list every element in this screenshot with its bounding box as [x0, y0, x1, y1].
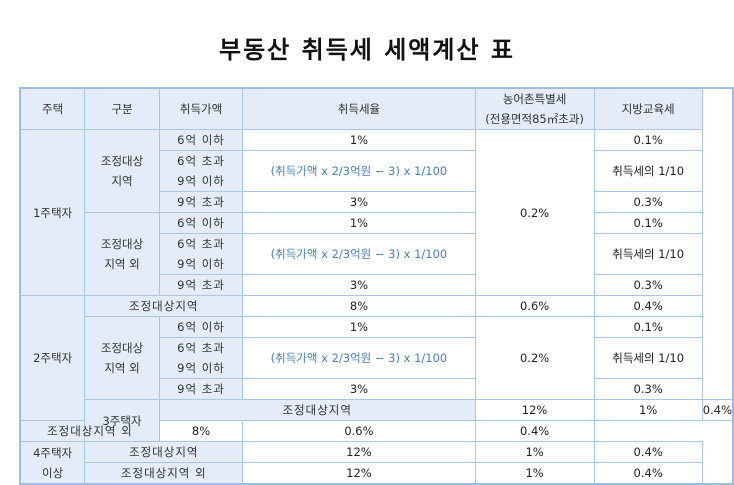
rate-formula-cell: (취득가액 x 2/3억원 − 3) x 1/100	[242, 150, 476, 192]
header-house: 주택	[19, 87, 86, 130]
group-line: 이상	[42, 465, 64, 480]
rate-cell: 12%	[474, 399, 595, 421]
table-row: 6억 초과 9억 이하 (취득가액 x 2/3억원 − 3) x 1/100 취…	[20, 337, 733, 379]
table-row: 9억 초과 3% 0.3%	[20, 274, 733, 296]
price-line: 6억 초과	[177, 341, 225, 355]
rate-cell: 1%	[242, 212, 476, 234]
price-cell: 9억 초과	[158, 378, 244, 400]
category-non-adjusted: 조정대상 지역 외	[84, 212, 160, 296]
rate-cell: 3%	[242, 378, 476, 400]
price-cell: 6억 초과 9억 이하	[158, 337, 244, 379]
category-adjusted-full: 조정대상지역	[158, 399, 476, 421]
table-row: 9억 초과 3% 0.3%	[20, 378, 733, 400]
price-cell: 6억 이하	[158, 212, 244, 234]
header-rural-tax-note: (전용면적85㎡초과)	[485, 112, 584, 126]
price-cell: 6억 초과 9억 이하	[158, 233, 244, 275]
category-line: 조정대상	[100, 341, 144, 355]
table-row: 조정대상 지역 외 6억 이하 1% 0.2% 0.1%	[20, 316, 733, 400]
category-adjusted-full: 조정대상지역	[84, 441, 244, 463]
group-two-house: 2주택자	[19, 295, 86, 421]
price-cell: 6억 이하	[158, 316, 244, 338]
rate-cell: 3%	[242, 191, 476, 213]
price-line: 6억 초과	[177, 154, 225, 168]
rural-tax-cell: 1%	[474, 462, 595, 485]
price-cell: 9억 초과	[158, 274, 244, 296]
table-row: 조정대상지역 외 12% 1% 0.4%	[20, 462, 733, 485]
group-line: 4주택자	[33, 445, 73, 460]
edu-tax-cell: 0.4%	[593, 295, 703, 317]
table-row: 2주택자 조정대상지역 8% 0.6% 0.4%	[19, 295, 733, 421]
rate-formula-cell: (취득가액 x 2/3억원 − 3) x 1/100	[242, 233, 476, 275]
header-rural-tax: 농어촌특별세 (전용면적85㎡초과)	[474, 87, 595, 130]
edu-tax-cell: 0.3%	[593, 191, 703, 213]
group-four-house-plus: 4주택자 이상	[19, 441, 86, 485]
price-cell: 9억 초과	[158, 191, 244, 213]
price-line: 9억 이하	[177, 174, 225, 188]
rural-tax-cell: 0.2%	[474, 316, 595, 400]
header-row: 주택 구분 취득가액 취득세율 농어촌특별세 (전용면적85㎡초과) 지방교육세	[19, 87, 733, 130]
rate-cell: 8%	[242, 295, 476, 317]
acquisition-tax-table: 주택 구분 취득가액 취득세율 농어촌특별세 (전용면적85㎡초과) 지방교육세…	[19, 87, 734, 485]
rate-cell: 1%	[242, 316, 476, 338]
rate-cell: 1%	[242, 129, 476, 151]
category-line: 지역	[111, 174, 133, 188]
category-non-adjusted: 조정대상 지역 외	[84, 316, 160, 400]
edu-tax-cell: 0.3%	[593, 274, 703, 296]
table-row: 조정대상 지역 외 6억 이하 1% 0.1%	[20, 212, 733, 296]
edu-tax-cell: 0.4%	[701, 399, 734, 421]
price-line: 9억 이하	[177, 257, 225, 271]
rate-cell: 8%	[158, 420, 244, 442]
rural-tax-cell: 0.2%	[474, 129, 595, 296]
category-non-adjusted-full: 조정대상지역 외	[84, 462, 244, 485]
edu-tax-cell: 0.4%	[474, 420, 595, 442]
table-row: 6억 초과 9억 이하 (취득가액 x 2/3억원 − 3) x 1/100 취…	[20, 150, 733, 192]
rural-tax-cell: 0.6%	[474, 295, 595, 317]
rate-formula-cell: (취득가액 x 2/3억원 − 3) x 1/100	[242, 337, 476, 379]
category-line: 조정대상	[100, 237, 144, 251]
page-title: 부동산 취득세 세액계산 표	[219, 36, 515, 64]
table-row: 4주택자 이상 조정대상지역 12% 1% 0.4%	[19, 441, 733, 485]
edu-tax-cell: 0.1%	[593, 212, 703, 234]
category-adjusted: 조정대상 지역	[84, 129, 160, 213]
edu-tax-cell: 취득세의 1/10	[593, 337, 703, 379]
rural-tax-cell: 0.6%	[242, 420, 476, 442]
rural-tax-cell: 1%	[474, 441, 595, 463]
category-line: 조정대상	[100, 154, 144, 168]
edu-tax-cell: 취득세의 1/10	[593, 150, 703, 192]
header-rate: 취득세율	[242, 87, 476, 130]
edu-tax-cell: 취득세의 1/10	[593, 233, 703, 275]
table-row: 1주택자 조정대상 지역 6억 이하 1% 0.2% 0.1%	[19, 129, 733, 296]
rate-cell: 3%	[242, 274, 476, 296]
header-edu-tax: 지방교육세	[593, 87, 703, 130]
edu-tax-cell: 0.1%	[593, 129, 703, 151]
edu-tax-cell: 0.4%	[593, 441, 703, 463]
price-cell: 6억 초과 9억 이하	[158, 150, 244, 192]
header-category: 구분	[84, 87, 160, 130]
table-row: 3주택자 조정대상지역 12% 1% 0.4%	[20, 399, 734, 442]
category-adjusted-full: 조정대상지역	[84, 295, 244, 317]
group-one-house: 1주택자	[19, 129, 86, 296]
category-line: 지역 외	[104, 361, 140, 375]
price-cell: 6억 이하	[158, 129, 244, 151]
price-line: 9억 이하	[177, 361, 225, 375]
edu-tax-cell: 0.3%	[593, 378, 703, 400]
header-rural-tax-title: 농어촌특별세	[502, 92, 567, 106]
table-row: 조정대상지역 외 8% 0.6% 0.4%	[19, 420, 733, 442]
category-line: 지역 외	[104, 257, 140, 271]
edu-tax-cell: 0.1%	[593, 316, 703, 338]
rate-cell: 12%	[242, 462, 476, 485]
table-row: 6억 초과 9억 이하 (취득가액 x 2/3억원 − 3) x 1/100 취…	[20, 233, 733, 275]
rural-tax-cell: 1%	[593, 399, 703, 421]
header-price: 취득가액	[158, 87, 244, 130]
rate-cell: 12%	[242, 441, 476, 463]
table-row: 9억 초과 3% 0.3%	[20, 191, 733, 213]
price-line: 6억 초과	[177, 237, 225, 251]
edu-tax-cell: 0.4%	[593, 462, 703, 485]
